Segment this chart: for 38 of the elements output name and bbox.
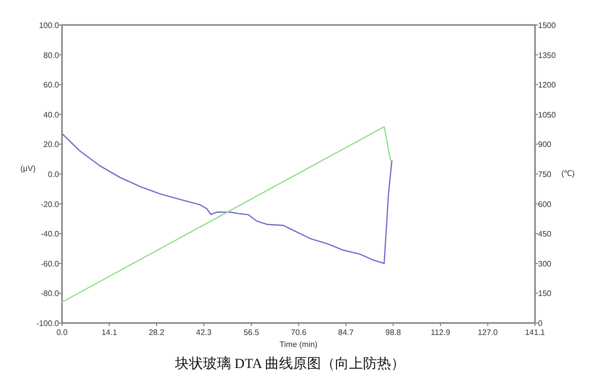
y2-tick-label: 1050 <box>538 110 556 120</box>
y2-tick-label: 900 <box>538 140 552 150</box>
x-tick-label: 98.8 <box>385 328 402 337</box>
y-tick-label: -20.0 <box>40 200 60 209</box>
x-tick-label: 70.6 <box>290 328 307 337</box>
y-tick-label: 20.0 <box>43 140 60 150</box>
x-axis-title: Time (min) <box>280 340 318 349</box>
y2-tick-label: 1500 <box>538 21 556 30</box>
x-tick-label: 42.3 <box>196 328 212 337</box>
y2-tick-label: 150 <box>538 289 552 298</box>
y2-axis-title: (℃) <box>561 169 575 178</box>
y2-tick-label: 1200 <box>538 80 556 90</box>
x-tick-label: 141.1 <box>524 328 546 337</box>
x-tick-label: 112.9 <box>430 328 451 337</box>
y2-tick-label: 450 <box>538 230 552 239</box>
x-tick-label: 84.7 <box>338 328 354 337</box>
y2-tick-label: 0 <box>538 319 543 328</box>
y2-tick-label: 300 <box>538 259 552 268</box>
x-tick-label: 14.1 <box>101 328 118 337</box>
y-tick-label: 80.0 <box>43 50 60 60</box>
y-tick-label: -100.0 <box>36 319 60 328</box>
x-tick-label: 127.0 <box>478 328 498 337</box>
y-tick-label: 0.0 <box>48 170 60 179</box>
line-series <box>62 134 392 264</box>
text: 块状玻璃 DTA 曲线原图（向上防热） <box>174 356 405 372</box>
y-tick-label: 40.0 <box>43 110 60 120</box>
y-tick-label: -60.0 <box>40 259 60 268</box>
x-tick-label: 0.0 <box>56 328 68 337</box>
y-tick-label: -40.0 <box>40 230 60 239</box>
y2-tick-label: 750 <box>538 170 552 179</box>
y-tick-label: 100.0 <box>38 21 60 30</box>
x-tick-label: 28.2 <box>148 328 165 337</box>
y2-tick-label: 1350 <box>538 50 556 60</box>
y-tick-label: -80.0 <box>40 289 60 298</box>
y2-tick-label: 600 <box>538 200 552 209</box>
y-tick-label: 60.0 <box>43 80 60 90</box>
y-axis-title: (μV) <box>20 164 36 173</box>
x-tick-label: 56.5 <box>244 328 260 337</box>
